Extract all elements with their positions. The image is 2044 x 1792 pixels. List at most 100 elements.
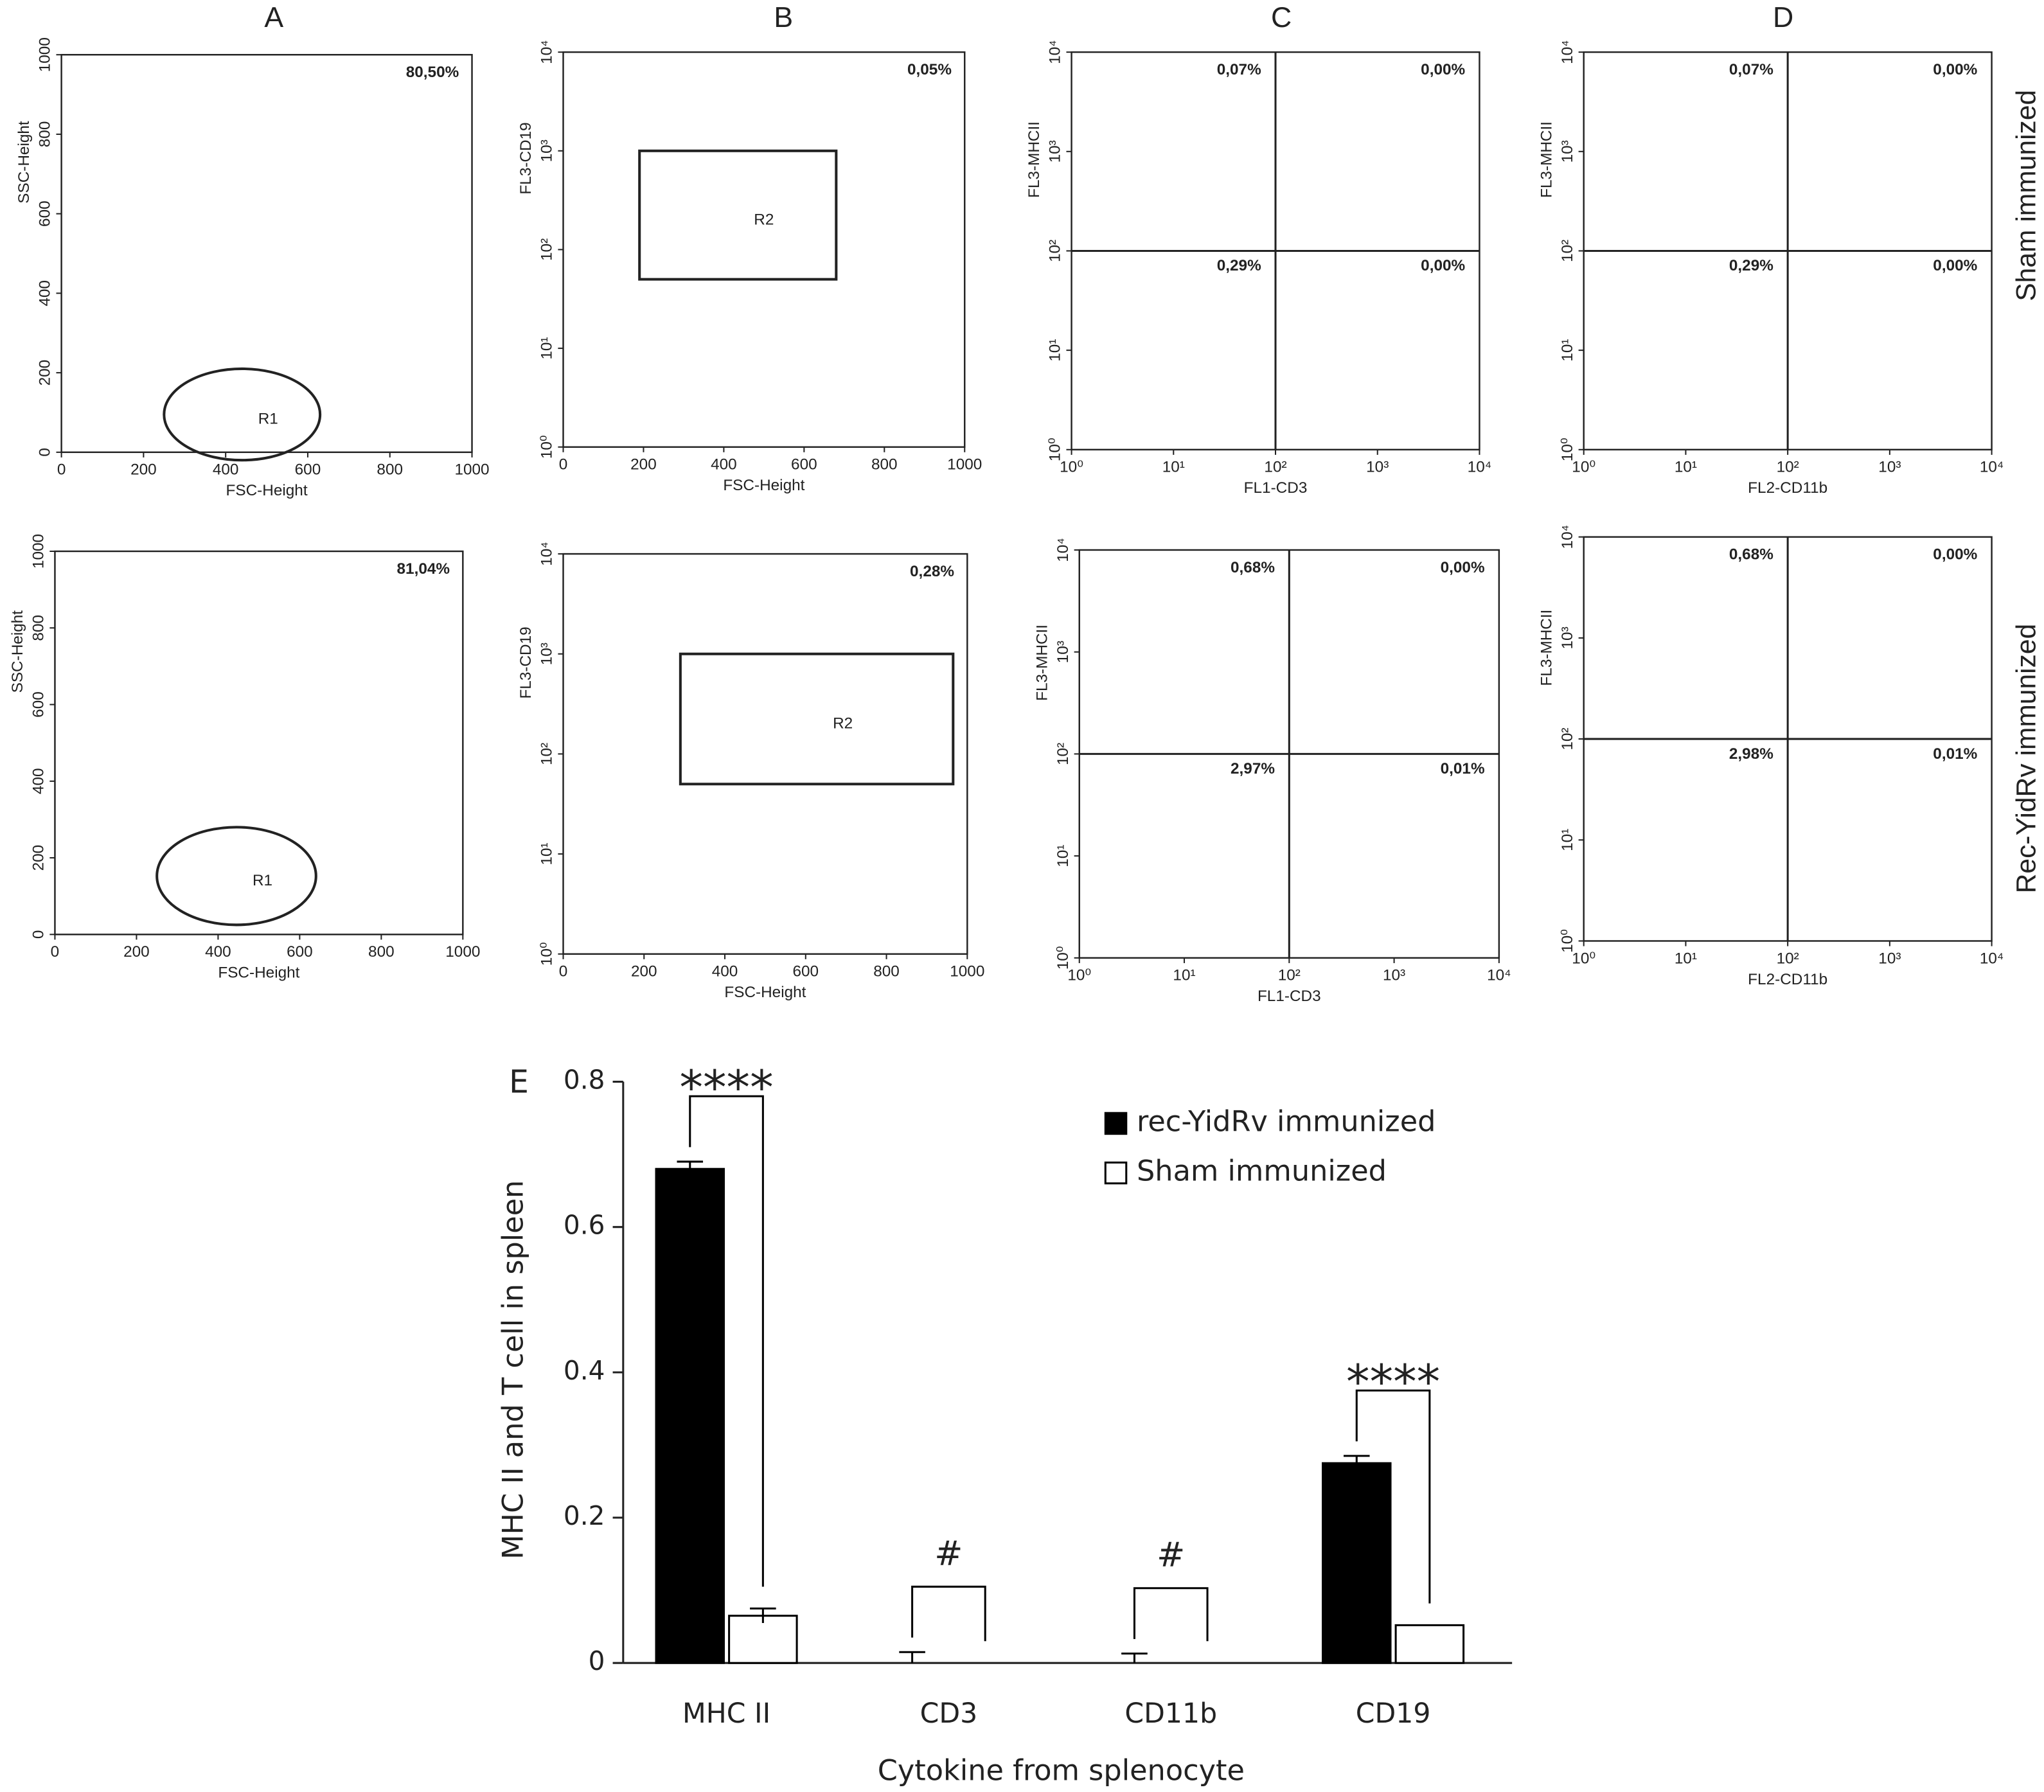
x-tick-label: 400 <box>205 943 231 961</box>
plot-frame <box>54 550 464 936</box>
significance-label: **** <box>680 1061 774 1115</box>
y-axis-label: FL3-CD19 <box>517 626 535 698</box>
y-tick-label: 600 <box>37 200 54 227</box>
quadrant-percentage: 0,00% <box>1933 257 1977 274</box>
quadrant-percentage: 0,07% <box>1217 61 1261 78</box>
significance-label: # <box>934 1534 963 1573</box>
quadrant-percentage: 0,01% <box>1933 745 1977 763</box>
gate-percentage: 81,04% <box>397 560 450 578</box>
quadrant-percentage: 0,07% <box>1729 61 1773 78</box>
column-label: C <box>1271 2 1292 33</box>
quadrant-percentage: 0,68% <box>1729 546 1773 563</box>
x-tick-label: 10² <box>1264 459 1286 476</box>
x-tick-label: CD3 <box>920 1698 978 1730</box>
x-tick-label: 10² <box>1278 967 1301 984</box>
quadrant-percentage: 0,68% <box>1231 559 1275 576</box>
y-tick-label: 10⁰ <box>1054 946 1072 970</box>
y-tick-label: 10⁴ <box>1047 40 1064 64</box>
y-tick-label: 200 <box>37 360 54 386</box>
y-tick-label: 10¹ <box>1054 845 1072 867</box>
x-tick-label: 200 <box>130 461 157 479</box>
x-tick-label: 0 <box>559 963 568 980</box>
plot-frame <box>60 53 473 454</box>
x-tick-label: 600 <box>792 963 819 980</box>
bar <box>655 1167 725 1664</box>
x-axis-label: FL2-CD11b <box>1748 971 1827 988</box>
y-tick-label: 600 <box>30 691 48 718</box>
gate-region <box>163 367 322 462</box>
y-axis-label: MHC II and T cell in spleen <box>496 1180 529 1559</box>
x-axis-label: FL1-CD3 <box>1244 479 1308 497</box>
y-tick-label: 10⁴ <box>1054 538 1072 562</box>
plot-frame <box>562 553 968 955</box>
gate-percentage: 0,05% <box>907 61 952 78</box>
x-tick-label: 10⁴ <box>1487 967 1511 984</box>
x-axis-label: FSC-Height <box>724 984 806 1001</box>
quadrant-percentage: 0,29% <box>1217 257 1261 274</box>
y-tick-label: 10³ <box>538 139 556 162</box>
x-axis-label: Cytokine from splenocyte <box>878 1754 1245 1788</box>
y-axis-label: SSC-Height <box>9 610 26 693</box>
x-tick-label: 10⁴ <box>1980 459 2004 476</box>
gate-label: R1 <box>258 411 278 428</box>
x-tick-label: 10⁰ <box>1060 459 1083 476</box>
y-tick-label: 1000 <box>30 534 48 569</box>
y-tick-label: 10¹ <box>538 337 556 359</box>
flow-panel: 0 200 400 600 800 1000 0 200 400 600 800 1000 FSC-He… <box>9 534 480 982</box>
x-tick-label: 400 <box>712 963 738 980</box>
significance-label: # <box>1157 1536 1185 1575</box>
y-tick-label: 200 <box>30 845 48 871</box>
x-tick-label: 10³ <box>1878 950 1901 967</box>
x-tick-label: 10³ <box>1383 967 1405 984</box>
gate-label: R2 <box>833 715 853 732</box>
x-tick-label: 10⁰ <box>1067 967 1091 984</box>
bar <box>728 1615 798 1664</box>
x-tick-label: 200 <box>630 456 657 474</box>
y-tick-label: 10² <box>1054 743 1072 765</box>
x-tick-label: CD11b <box>1124 1698 1217 1730</box>
flow-panel: 0 200 400 600 800 1000 0 200 400 600 800 1000 FSC-He… <box>15 37 489 499</box>
y-axis-label: SSC-Height <box>15 121 33 204</box>
flow-panel: 10⁰ 10¹ 10² 10³ 10⁴ 10⁰ 10¹ 10² 10³ 10⁴ FL1-CD3 FL3… <box>1033 538 1511 1005</box>
quadrant-percentage: 0,29% <box>1729 257 1773 274</box>
plot-frame <box>562 51 966 448</box>
y-tick-label: 10⁴ <box>538 40 556 64</box>
y-tick-label: 0.4 <box>564 1355 605 1386</box>
x-axis-label: FL1-CD3 <box>1258 988 1321 1005</box>
x-tick-label: CD19 <box>1356 1698 1431 1730</box>
y-tick-label: 10⁰ <box>1047 438 1064 461</box>
quadrant-percentage: 0,00% <box>1421 257 1465 274</box>
significance-bracket <box>911 1585 986 1642</box>
legend-label: rec-YidRv immunized <box>1137 1104 1436 1138</box>
flow-panel: 10⁰ 10¹ 10² 10³ 10⁴ 10⁰ 10¹ 10² 10³ 10⁴ FL2-CD11b F… <box>1538 525 2004 988</box>
y-tick-label: 10³ <box>1559 626 1576 649</box>
x-tick-label: 10³ <box>1878 459 1901 476</box>
x-tick-label: 1000 <box>454 461 489 479</box>
x-axis-label: FSC-Height <box>218 964 299 982</box>
y-tick-label: 10¹ <box>1559 339 1576 362</box>
y-tick-label: 10¹ <box>1559 829 1576 851</box>
y-tick-label: 10² <box>538 238 556 261</box>
y-tick-label: 10⁰ <box>1559 929 1576 953</box>
gate-region <box>679 652 955 786</box>
x-tick-label: 400 <box>711 456 737 474</box>
y-tick-label: 10² <box>1559 727 1576 750</box>
column-label: A <box>264 2 283 33</box>
gate-percentage: 0,28% <box>910 563 954 580</box>
legend-swatch <box>1104 1112 1128 1135</box>
x-axis-label: FSC-Height <box>226 482 308 499</box>
flow-panel: 0 200 400 600 800 1000 10⁰ 10¹ 10² 10³ 10⁴ FSC-Heig… <box>517 542 984 1001</box>
y-tick-label: 0.6 <box>564 1210 605 1241</box>
flow-panel: 0 200 400 600 800 1000 10⁰ 10¹ 10² 10³ 10⁴ FSC-Heig… <box>517 40 982 494</box>
y-axis-label: FL3-MHCII <box>1538 610 1555 686</box>
bar <box>1322 1462 1392 1664</box>
y-tick-label: 10² <box>538 743 556 765</box>
y-tick-label: 10⁰ <box>538 435 556 459</box>
x-axis-label: FL2-CD11b <box>1748 479 1827 497</box>
significance-label: **** <box>1346 1355 1440 1410</box>
x-tick-label: 200 <box>631 963 657 980</box>
y-tick-label: 400 <box>30 768 48 795</box>
x-tick-label: MHC II <box>682 1698 770 1730</box>
